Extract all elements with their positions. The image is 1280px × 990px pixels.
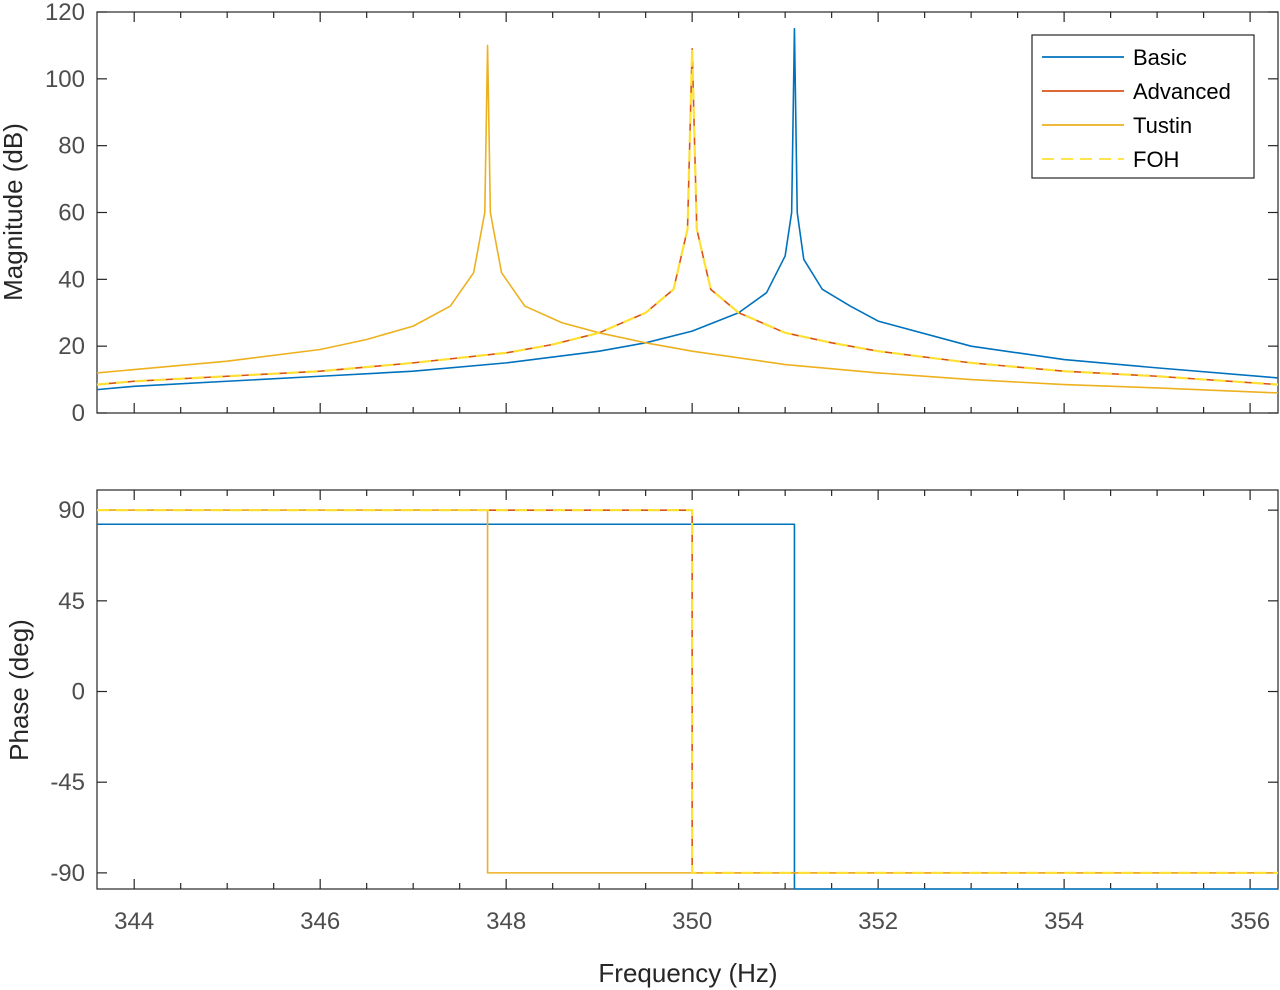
series-line-basic	[97, 523, 1278, 890]
legend-label-tustin: Tustin	[1133, 113, 1192, 138]
x-tick-label: 354	[1044, 908, 1084, 935]
legend-box	[1031, 34, 1255, 179]
x-tick-label: 344	[114, 908, 154, 935]
y-tick-label: 45	[58, 588, 85, 615]
y-tick-label: 80	[58, 133, 85, 160]
legend-label-advanced: Advanced	[1133, 79, 1231, 104]
x-tick-label: 348	[486, 908, 526, 935]
legend-label-foh: FOH	[1133, 147, 1179, 172]
x-tick-label: 346	[300, 908, 340, 935]
y-tick-label: 100	[45, 66, 85, 93]
legend: Basic Advanced Tustin FOH	[1031, 34, 1255, 179]
phase-y-axis-label: Phase (deg)	[4, 619, 34, 761]
y-tick-label: -90	[50, 860, 85, 887]
y-tick-label: 0	[72, 400, 85, 427]
y-tick-label: 0	[72, 679, 85, 706]
x-tick-label: 352	[858, 908, 898, 935]
x-tick-label: 356	[1230, 908, 1270, 935]
y-tick-label: 120	[45, 0, 85, 26]
y-tick-label: 20	[58, 333, 85, 360]
y-tick-label: 90	[58, 497, 85, 524]
series-line-basic	[96, 27, 1279, 391]
series-line-foh	[96, 47, 1279, 386]
series-line-tustin	[96, 44, 1279, 394]
x-tick-label: 350	[672, 908, 712, 935]
x-axis-label: Frequency (Hz)	[598, 958, 777, 988]
phase-panel: -90 -45 0 45 90 344 346 348 350 352 354 356	[50, 489, 1279, 935]
y-tick-label: 60	[58, 200, 85, 227]
y-tick-label: 40	[58, 266, 85, 293]
y-tick-label: -45	[50, 769, 85, 796]
phase-axes-box	[96, 489, 1279, 890]
magnitude-y-axis-label: Magnitude (dB)	[0, 123, 28, 301]
legend-label-basic: Basic	[1133, 45, 1187, 70]
